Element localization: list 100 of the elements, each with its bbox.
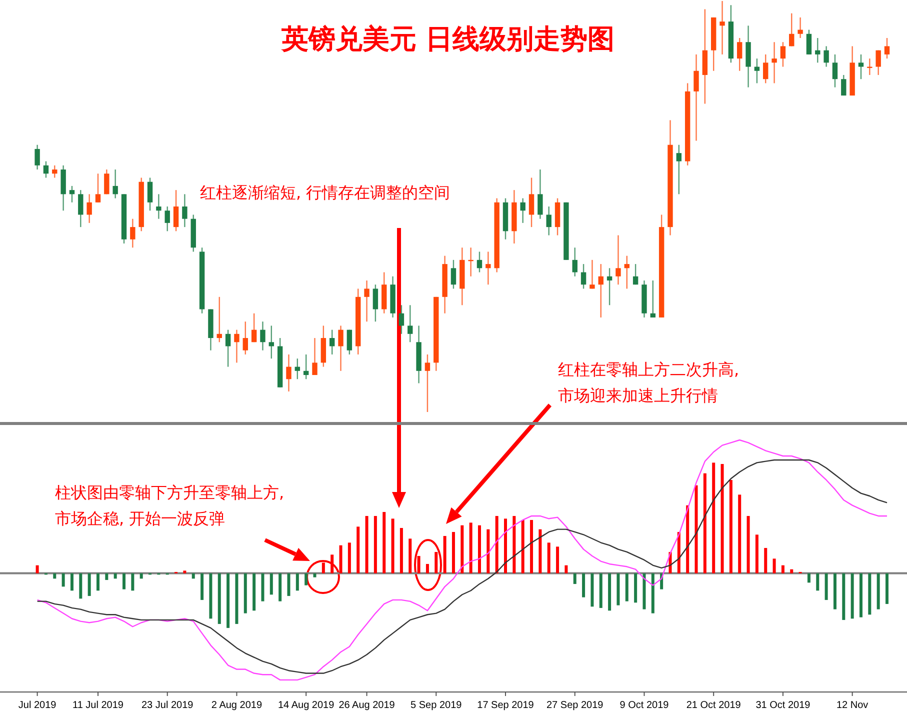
bar <box>426 564 429 574</box>
bar <box>218 573 221 624</box>
bar <box>486 529 490 574</box>
bar <box>582 573 586 598</box>
bar <box>88 573 91 596</box>
bar <box>625 573 628 602</box>
bar <box>651 573 654 614</box>
text: 英镑兑美元 日线级别走势图 <box>280 24 615 55</box>
bar <box>192 573 195 579</box>
bar <box>478 525 481 574</box>
bar <box>443 536 446 574</box>
bar <box>348 542 351 574</box>
annotation: 柱状图由零轴下方升至零轴上方, 市场企稳, 开始一波反弹 <box>55 482 286 530</box>
bar <box>495 516 498 574</box>
x-tick-label: 12 Nov <box>836 700 868 711</box>
bar <box>261 573 264 602</box>
x-tick-label: Jul 2019 <box>18 700 57 711</box>
bar <box>391 518 394 574</box>
bar <box>850 573 854 619</box>
bar <box>304 573 308 586</box>
bar <box>53 573 56 579</box>
bar <box>772 558 776 574</box>
bar <box>434 552 438 574</box>
bar <box>686 505 690 574</box>
bar <box>573 573 576 584</box>
bar <box>356 526 360 574</box>
bar <box>62 573 65 587</box>
bar <box>374 516 377 574</box>
x-tick-label: 11 Jul 2019 <box>72 700 124 711</box>
x-tick-label: 2 Aug 2019 <box>211 700 262 711</box>
bar <box>96 573 100 591</box>
bar <box>886 573 888 604</box>
bar <box>209 573 212 619</box>
x-tick-label: 5 Sep 2019 <box>410 700 462 711</box>
bar <box>79 573 82 599</box>
bar <box>694 485 698 574</box>
bar <box>131 573 134 591</box>
bar <box>105 573 108 580</box>
bar <box>599 573 602 608</box>
bar <box>616 573 620 606</box>
bar <box>183 570 186 574</box>
bar <box>842 573 846 620</box>
bar <box>252 573 256 611</box>
bar <box>634 573 638 603</box>
bar <box>876 573 880 610</box>
bar <box>296 573 299 591</box>
bar <box>452 532 455 574</box>
bar <box>417 556 420 574</box>
bar <box>400 528 403 574</box>
bar <box>313 573 316 578</box>
x-tick-label: 9 Oct 2019 <box>620 700 670 711</box>
bar <box>330 554 334 574</box>
annotation: 红柱逐渐缩短, 行情存在调整的空间 <box>200 182 452 204</box>
bar <box>460 525 464 574</box>
bar <box>868 573 872 615</box>
bar <box>781 565 784 574</box>
annotation: 红柱在零轴上方二次升高, 市场迎来加速上升行情 <box>558 359 740 407</box>
bar <box>807 573 810 583</box>
x-tick-label: 21 Oct 2019 <box>686 700 742 711</box>
bar <box>365 516 368 574</box>
bar <box>642 573 646 610</box>
bar <box>764 548 768 574</box>
bar <box>590 573 594 607</box>
bar <box>729 480 732 574</box>
bar <box>287 573 290 596</box>
bar <box>833 573 836 610</box>
bar <box>538 529 542 574</box>
bar <box>738 494 742 574</box>
bar <box>278 573 282 602</box>
x-tick-label: 23 Jul 2019 <box>141 700 194 711</box>
bar <box>755 534 758 574</box>
bar <box>235 573 238 624</box>
bar <box>703 473 706 574</box>
bar <box>816 573 820 591</box>
bar <box>530 520 534 574</box>
bar <box>244 573 247 614</box>
bar <box>36 565 39 574</box>
bar <box>564 565 568 574</box>
x-tick-label: 26 Aug 2019 <box>338 700 396 711</box>
bar <box>790 569 794 574</box>
bar <box>504 518 507 574</box>
bar <box>712 462 716 574</box>
bar <box>322 562 325 574</box>
bar <box>720 464 724 574</box>
bar <box>382 512 386 574</box>
bar <box>408 538 412 574</box>
bar <box>824 573 828 600</box>
bar <box>140 573 143 579</box>
bar <box>114 573 117 579</box>
bar <box>469 522 472 574</box>
bar <box>608 573 612 611</box>
bar <box>270 573 273 595</box>
bar <box>859 573 862 618</box>
bar <box>521 520 524 574</box>
bar <box>512 516 516 574</box>
x-tick-label: 14 Aug 2019 <box>278 700 335 711</box>
bar <box>122 573 126 590</box>
bar <box>547 542 550 574</box>
bar <box>746 516 750 574</box>
x-tick-label: 31 Oct 2019 <box>756 700 811 711</box>
